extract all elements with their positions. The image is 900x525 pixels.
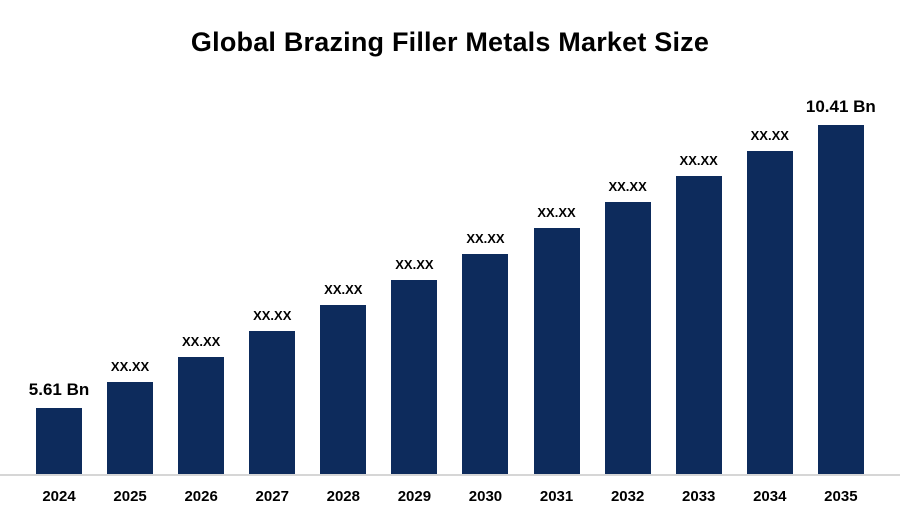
bar-value-label: XX.XX — [324, 282, 363, 297]
bar — [36, 408, 82, 474]
x-axis-label: 2031 — [539, 488, 574, 505]
bar-value-label: XX.XX — [750, 128, 789, 143]
bar-value-label: XX.XX — [537, 205, 576, 220]
bar — [249, 331, 296, 474]
x-axis-label: 2032 — [610, 488, 645, 505]
bar — [320, 305, 367, 474]
bar-value-label: 5.61 Bn — [28, 380, 90, 399]
bar-value-label: XX.XX — [608, 179, 647, 194]
bar — [604, 202, 651, 474]
x-axis-label: 2029 — [397, 488, 432, 505]
bar-group: XX.XX — [533, 205, 580, 474]
bar-group: 5.61 Bn — [29, 380, 89, 474]
bar-value-label: XX.XX — [253, 308, 292, 323]
x-axis-label: 2030 — [468, 488, 503, 505]
bar-group: XX.XX — [107, 359, 154, 474]
x-axis-labels: 2024 2025 2026 2027 2028 2029 2030 2031 2032 2033… — [0, 488, 900, 505]
bar-value-label: XX.XX — [110, 359, 150, 374]
bar — [675, 176, 722, 474]
bar-group: XX.XX — [178, 334, 225, 474]
chart-title: Global Brazing Filler Metals Market Size — [190, 27, 710, 57]
bar-group: XX.XX — [746, 128, 793, 474]
bar — [107, 382, 154, 474]
x-axis-label: 2028 — [326, 488, 360, 505]
bar-group: XX.XX — [249, 308, 296, 474]
bar — [533, 228, 580, 474]
x-axis-label: 2035 — [824, 488, 858, 505]
bar — [391, 280, 438, 474]
bar-value-label: XX.XX — [466, 231, 505, 246]
bar-value-label: XX.XX — [679, 153, 718, 168]
bar — [746, 151, 793, 474]
bar-value-label: 10.41 Bn — [805, 97, 876, 116]
bar-group: XX.XX — [675, 153, 722, 474]
x-axis-label: 2025 — [113, 488, 147, 505]
bar-group: XX.XX — [320, 282, 367, 474]
bar-value-label: XX.XX — [395, 257, 434, 272]
x-axis-label: 2024 — [42, 488, 76, 505]
bar-group: XX.XX — [462, 231, 509, 474]
x-axis-label: 2034 — [753, 488, 787, 505]
bar-group: XX.XX — [604, 179, 651, 474]
x-axis-label: 2027 — [255, 488, 289, 505]
bar-group: XX.XX — [391, 257, 438, 474]
bar-group: 10.41 Bn — [806, 97, 876, 474]
bar-value-label: XX.XX — [182, 334, 221, 349]
bar — [462, 254, 509, 474]
bar — [817, 125, 864, 474]
bar — [178, 357, 225, 474]
x-axis-label: 2026 — [184, 488, 218, 505]
x-axis-label: 2033 — [682, 488, 716, 505]
bars-row: 5.61 Bn XX.XX XX.XX XX.XX XX.XX XX.XX XX.XX XX.… — [0, 90, 900, 476]
